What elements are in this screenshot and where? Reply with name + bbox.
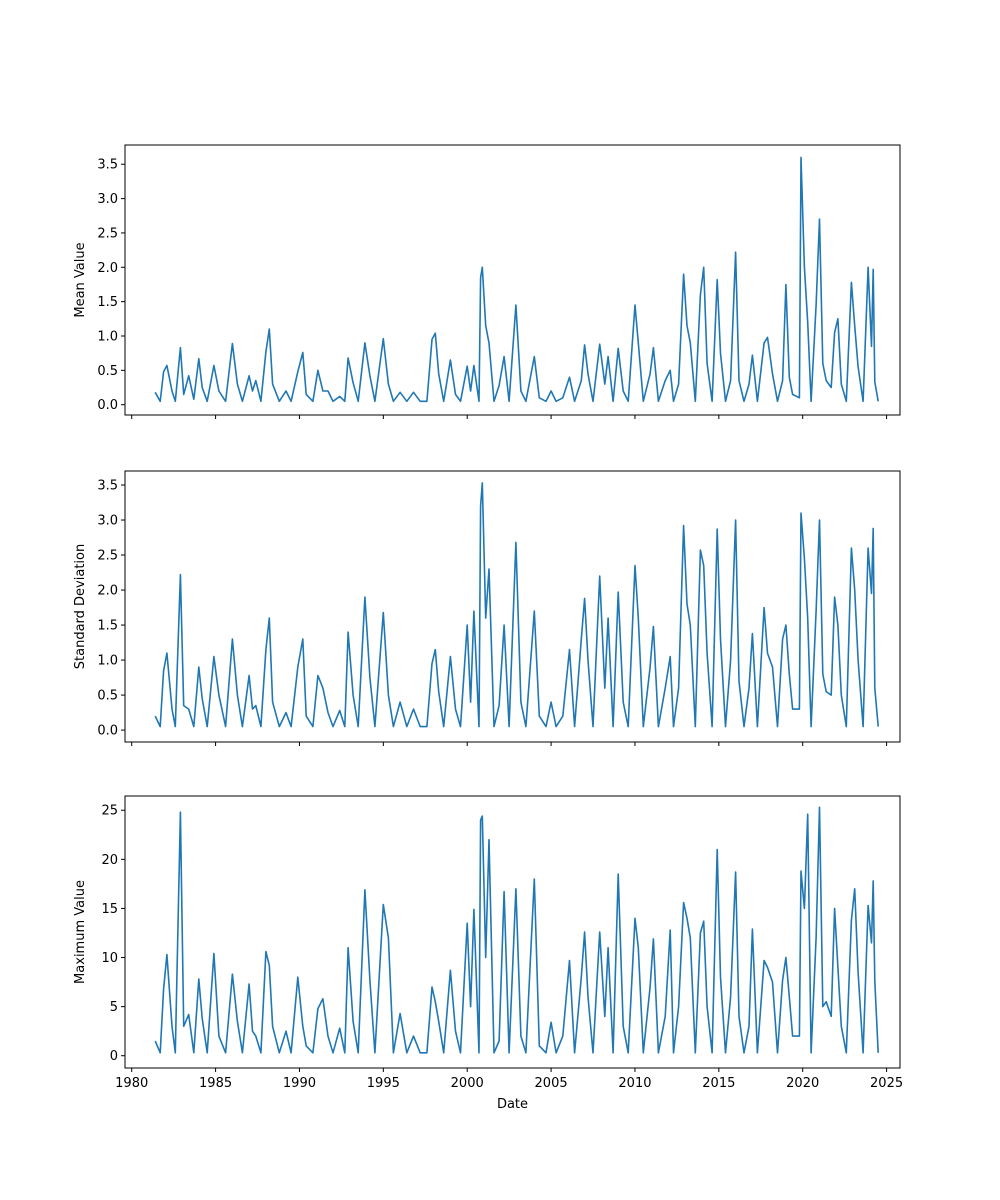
y-tick-label: 0.0 — [97, 724, 118, 739]
plot-frame — [124, 144, 901, 416]
y-tick-label: 2.5 — [97, 226, 118, 241]
y-tick-label: 2.5 — [97, 549, 118, 564]
y-tick-label: 0.5 — [97, 689, 118, 704]
x-axis-title: Date — [497, 1097, 528, 1112]
y-tick-label: 0 — [110, 1049, 118, 1064]
y-axis-title: Maximum Value — [73, 880, 88, 984]
y-tick-label: 15 — [101, 902, 118, 917]
y-tick-label: 3.5 — [97, 479, 118, 494]
x-tick-label: 2000 — [451, 1076, 484, 1091]
y-tick-label: 3.0 — [97, 514, 118, 529]
y-tick-label: 1.5 — [97, 619, 118, 634]
y-tick-label: 3.0 — [97, 192, 118, 207]
y-tick-label: 0.5 — [97, 364, 118, 379]
x-tick-label: 1995 — [367, 1076, 400, 1091]
y-tick-label: 1.0 — [97, 654, 118, 669]
y-tick-label: 20 — [101, 853, 118, 868]
x-tick-label: 2005 — [535, 1076, 568, 1091]
x-tick-label: 1990 — [283, 1076, 316, 1091]
y-axis-title: Mean Value — [73, 242, 88, 317]
x-tick-label: 1985 — [199, 1076, 232, 1091]
series-line — [154, 482, 879, 728]
plot-frame — [124, 795, 901, 1069]
x-tick-label: 2010 — [618, 1076, 651, 1091]
x-tick-label: 2020 — [786, 1076, 819, 1091]
x-tick-label: 2025 — [870, 1076, 903, 1091]
y-tick-label: 5 — [110, 1000, 118, 1015]
x-tick-label: 1980 — [115, 1076, 148, 1091]
y-tick-label: 10 — [101, 951, 118, 966]
y-axis-title: Standard Deviation — [73, 544, 88, 669]
y-tick-label: 2.0 — [97, 584, 118, 599]
y-tick-label: 0.0 — [97, 398, 118, 413]
plot-frame — [124, 470, 901, 743]
y-tick-label: 25 — [101, 804, 118, 819]
y-tick-label: 1.0 — [97, 329, 118, 344]
series-line — [154, 156, 879, 403]
y-tick-label: 1.5 — [97, 295, 118, 310]
y-tick-label: 2.0 — [97, 261, 118, 276]
series-line — [154, 806, 879, 1054]
x-tick-label: 2015 — [702, 1076, 735, 1091]
y-tick-label: 3.5 — [97, 158, 118, 173]
